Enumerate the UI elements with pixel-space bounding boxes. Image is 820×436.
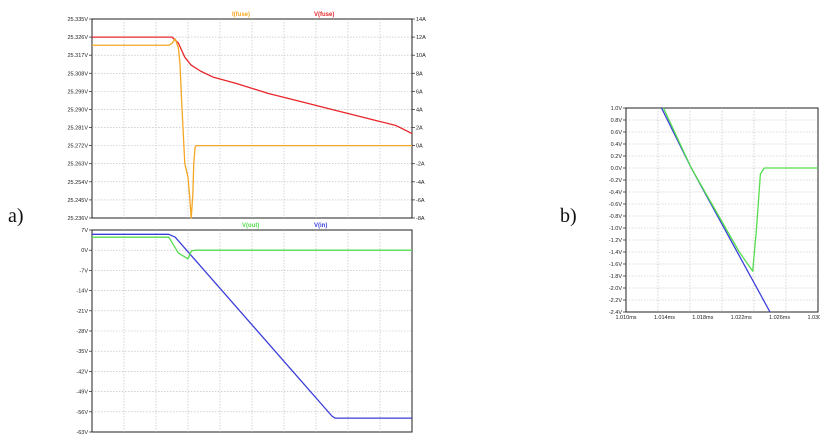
y-tick-label: 25.254V	[68, 180, 89, 186]
y-tick-label: -0.4V	[609, 190, 622, 196]
y-tick-label: 25.290V	[68, 107, 89, 113]
y2-tick-label: 10A	[416, 53, 426, 59]
y-tick-label: -56V	[76, 410, 88, 416]
y-tick-label: 1.0V	[611, 106, 623, 112]
y2-tick-label: -8A	[416, 216, 425, 222]
y2-tick-label: -2A	[416, 162, 425, 168]
legend-entry: V(fuse)	[314, 12, 334, 18]
y-tick-label: -42V	[76, 369, 88, 375]
y2-tick-label: 4A	[416, 107, 423, 113]
y-tick-label: 0.0V	[611, 166, 623, 172]
y-tick-label: -49V	[76, 390, 88, 396]
series-line-green	[92, 236, 412, 260]
y-tick-label: -0.6V	[609, 202, 622, 208]
y-tick-label: 7V	[81, 228, 88, 234]
legend-entry: V(in)	[314, 223, 327, 229]
y2-tick-label: 14A	[416, 17, 426, 23]
y2-tick-label: -4A	[416, 180, 425, 186]
y-tick-label: 25.272V	[68, 144, 89, 150]
chart-a-bottom	[89, 229, 413, 433]
y-tick-label: 0V	[81, 248, 88, 254]
y-tick-label: 25.317V	[68, 53, 89, 59]
y2-tick-label: 6A	[416, 89, 423, 95]
y-tick-label: -28V	[76, 329, 88, 335]
y-tick-label: 0.8V	[611, 118, 623, 124]
y-tick-label: -1.0V	[609, 226, 622, 232]
x-tick-label: 1.014ms	[654, 315, 675, 321]
y-tick-label: 0.6V	[611, 130, 623, 136]
panel-label-a: a)	[8, 205, 24, 227]
y-tick-label: -1.8V	[609, 274, 622, 280]
legend-entry: I(fuse)	[232, 12, 250, 18]
panel-label-b: b)	[560, 205, 577, 227]
y-tick-label: -63V	[76, 430, 88, 436]
x-tick-label: 1.010ms	[615, 315, 636, 321]
y-tick-label: 25.299V	[68, 89, 89, 95]
y-tick-label: -1.4V	[609, 250, 622, 256]
y-tick-label: 0.4V	[611, 142, 623, 148]
y-tick-label: 25.245V	[68, 198, 89, 204]
y2-tick-label: 8A	[416, 71, 423, 77]
series-line-green	[662, 107, 818, 272]
chart-b	[623, 107, 819, 313]
y2-tick-label: -6A	[416, 198, 425, 204]
chart-a-top	[89, 18, 415, 219]
y-tick-label: 25.263V	[68, 162, 89, 168]
y-tick-label: 25.335V	[68, 17, 89, 23]
y-tick-label: 25.236V	[68, 216, 89, 222]
y-tick-label: -0.2V	[609, 178, 622, 184]
series-line-orange	[92, 38, 412, 219]
x-tick-label: 1.022ms	[731, 315, 752, 321]
y-tick-label: -2.4V	[609, 310, 622, 316]
y2-tick-label: 2A	[416, 126, 423, 132]
y-tick-label: -7V	[79, 268, 88, 274]
y-tick-label: -14V	[76, 289, 88, 295]
x-tick-label: 1.018ms	[692, 315, 713, 321]
y2-tick-label: 12A	[416, 35, 426, 41]
y-tick-label: -2.0V	[609, 286, 622, 292]
x-tick-label: 1.030ms	[807, 315, 820, 321]
y-tick-label: 25.308V	[68, 71, 89, 77]
y-tick-label: -35V	[76, 349, 88, 355]
x-tick-label: 1.026ms	[769, 315, 790, 321]
y-tick-label: -1.2V	[609, 238, 622, 244]
series-line-blue	[92, 233, 412, 419]
series-line-red	[92, 36, 413, 135]
y-tick-label: 25.326V	[68, 35, 89, 41]
y-tick-label: 0.2V	[611, 154, 623, 160]
y2-tick-label: 0A	[416, 144, 423, 150]
y-tick-label: 25.281V	[68, 126, 89, 132]
y-tick-label: -1.6V	[609, 262, 622, 268]
y-tick-label: -0.8V	[609, 214, 622, 220]
y-tick-label: -2.2V	[609, 298, 622, 304]
y-tick-label: -21V	[76, 309, 88, 315]
legend-entry: V(out)	[242, 223, 259, 229]
